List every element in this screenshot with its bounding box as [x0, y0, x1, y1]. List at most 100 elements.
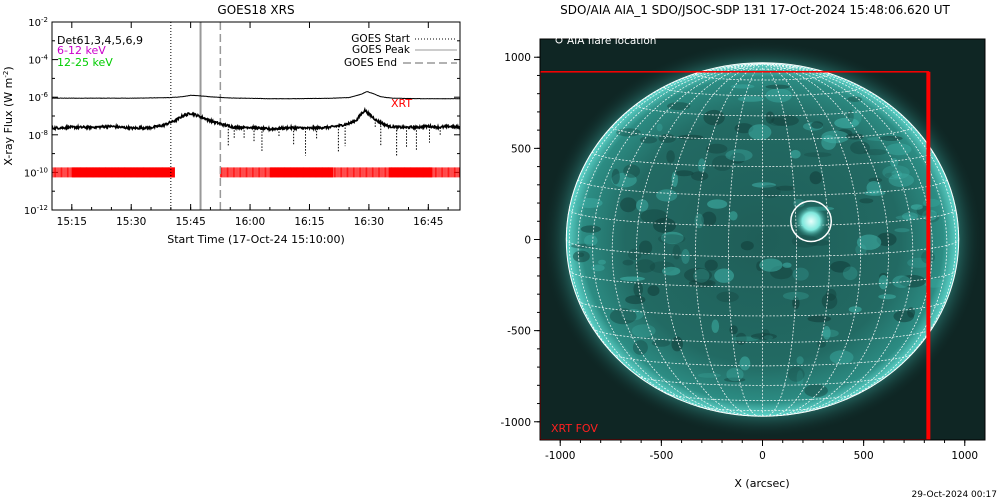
- solar-texture-patch: [782, 262, 792, 268]
- solar-texture-patch: [671, 336, 683, 352]
- xrt-label: XRT: [391, 97, 412, 110]
- series-12-25-kev-noise: [227, 119, 441, 156]
- aia-title: SDO/AIA AIA_1 SDO/JSOC-SDP 131 17-Oct-20…: [560, 3, 950, 17]
- solar-active-regions: [571, 84, 944, 398]
- latitude-line: [637, 375, 888, 386]
- longitude-line: [727, 63, 763, 417]
- goes-x-tick-label: 15:30: [116, 216, 146, 228]
- solar-texture-patch: [809, 171, 822, 185]
- solar-texture-patch: [572, 250, 590, 263]
- solar-texture-patch: [847, 96, 862, 102]
- goes-y-tick-label: 10-4: [28, 54, 48, 67]
- solar-texture-patch: [611, 168, 620, 185]
- solar-texture-patch: [759, 258, 783, 272]
- solar-texture-patch: [834, 117, 859, 129]
- solar-texture-patch: [681, 249, 690, 264]
- aia-flare-location-circle: [790, 200, 833, 243]
- xrt-coverage-block: [71, 167, 175, 178]
- solar-texture-patch: [750, 333, 777, 340]
- channel-label-det: Det61,3,4,5,6,9: [57, 34, 143, 47]
- solar-texture-patch: [647, 285, 660, 296]
- solar-texture-patch: [885, 143, 912, 156]
- solar-texture-patch: [793, 199, 805, 208]
- longitude-line: [635, 63, 763, 416]
- solar-texture-patch: [699, 280, 713, 286]
- goes-y-tick-label: 10-2: [28, 16, 48, 29]
- solar-texture-patch: [577, 252, 585, 258]
- longitude-line: [663, 63, 763, 417]
- longitude-line: [592, 63, 763, 414]
- xrt-coverage-block: [388, 167, 433, 178]
- series-line-12-25-kev: [52, 106, 460, 133]
- solar-limb: [565, 62, 960, 417]
- solar-texture-patch: [674, 170, 694, 177]
- series-line-6-12-kev: [52, 91, 460, 100]
- solar-texture-patch: [771, 114, 799, 127]
- goes-chart-title: GOES18 XRS: [217, 3, 294, 17]
- solar-texture-patch: [878, 294, 896, 300]
- solar-texture-patch: [656, 123, 663, 132]
- goes-ylabel: X-ray Flux (W m-2): [2, 66, 15, 165]
- legend-goes-peak: GOES Peak: [352, 44, 411, 56]
- solar-texture-patch: [792, 296, 800, 310]
- xrt-coverage-block: [269, 167, 334, 178]
- solar-texture-patch: [769, 118, 787, 126]
- solar-texture-patch: [765, 111, 775, 124]
- goes-x-tick-label: 15:15: [57, 216, 87, 228]
- solar-texture-patch: [790, 149, 801, 159]
- latitude-line: [569, 270, 956, 288]
- longitude-line: [762, 63, 798, 417]
- solar-texture-patch: [751, 182, 777, 188]
- solar-texture-patch: [817, 340, 826, 348]
- goes-legend: GOES Start GOES Peak GOES End: [344, 33, 457, 69]
- solar-texture-patch: [639, 240, 653, 255]
- solar-texture-patch: [660, 231, 684, 245]
- solar-texture-patch: [759, 184, 781, 199]
- solar-texture-patch: [635, 259, 656, 273]
- solar-texture-patch: [684, 267, 712, 283]
- solar-texture-patch: [726, 367, 744, 382]
- solar-texture-patch: [882, 165, 910, 180]
- solar-texture-patch: [856, 234, 882, 250]
- solar-texture-patch: [658, 234, 686, 244]
- solar-texture-patch: [796, 356, 804, 365]
- solar-texture-patch: [712, 155, 733, 171]
- goes-y-tick-label: 10-12: [24, 204, 48, 217]
- solar-texture-patch: [866, 181, 882, 195]
- aia-y-tick-label: 500: [511, 143, 531, 155]
- goes-y-tick-label: 10-8: [28, 129, 48, 142]
- solar-texture-patch: [803, 152, 832, 158]
- solar-texture-patch: [890, 158, 899, 167]
- longitude-line: [762, 63, 957, 394]
- flare-brightening: [794, 205, 828, 238]
- solar-texture-patch: [729, 211, 738, 221]
- solar-texture-patch: [666, 150, 675, 164]
- solar-texture-patch: [748, 124, 772, 140]
- goes-x-tick-label: 16:45: [413, 216, 443, 228]
- solar-texture-patch: [737, 96, 765, 102]
- longitude-line: [762, 63, 830, 417]
- solar-texture-patch: [639, 136, 658, 144]
- solar-texture-patch: [691, 171, 709, 181]
- solar-texture-patch: [893, 310, 915, 323]
- solar-texture-patch: [671, 171, 678, 187]
- aia-legend-label: AIA flare location: [567, 35, 656, 47]
- solar-texture-patch: [576, 198, 603, 208]
- aia-xlabel: X (arcsec): [734, 477, 789, 490]
- solar-texture-patch: [697, 373, 721, 378]
- solar-texture-patch: [672, 244, 681, 260]
- solar-texture-patch: [701, 211, 717, 227]
- solar-texture-patch: [658, 133, 676, 143]
- solar-texture-patch: [628, 248, 642, 260]
- solar-texture-patch: [888, 173, 914, 188]
- solar-texture-patch: [651, 339, 671, 347]
- solar-texture-patch: [711, 319, 720, 333]
- solar-texture-patch: [804, 384, 828, 398]
- channel-label-6-12-kev: 6-12 keV: [57, 44, 106, 57]
- longitude-line: [695, 63, 763, 417]
- longitude-line: [577, 63, 763, 411]
- aia-y-tick-label: -1000: [500, 417, 531, 429]
- solar-texture-patch: [811, 121, 824, 129]
- solar-texture-patch: [705, 143, 728, 154]
- solar-texture-patch: [625, 295, 646, 305]
